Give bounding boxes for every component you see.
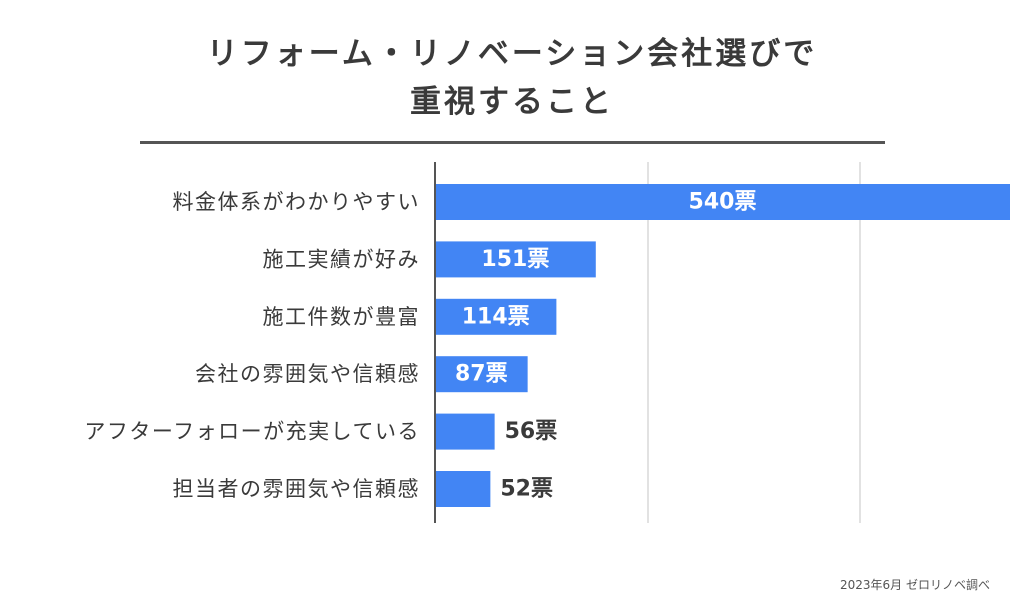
- value-label-4: 87票: [455, 362, 508, 387]
- value-label-1: 540票: [689, 190, 757, 215]
- chart-title-line-1: リフォーム・リノベーション会社選びで: [206, 36, 818, 72]
- value-label-5: 56票: [505, 419, 558, 444]
- category-label-2: 施工実績が好み: [263, 247, 421, 271]
- value-label-2: 151票: [481, 247, 549, 272]
- value-label-3: 114票: [462, 304, 530, 329]
- category-labels-group: 料金体系がわかりやすい施工実績が好み施工件数が豊富会社の雰囲気や信頼感アフターフ…: [84, 190, 421, 501]
- chart-title: リフォーム・リノベーション会社選びで 重視すること: [0, 30, 1024, 126]
- category-label-6: 担当者の雰囲気や信頼感: [173, 477, 421, 501]
- bar-6: [435, 471, 491, 507]
- value-label-6: 52票: [500, 477, 553, 502]
- bars-group: 540票 151票 114票 87票 56票 52票: [435, 184, 1010, 507]
- title-underline: [140, 141, 885, 144]
- category-label-1: 料金体系がわかりやすい: [173, 190, 421, 214]
- chart-title-line-2: 重視すること: [410, 84, 614, 120]
- source-footnote: 2023年6月 ゼロリノベ調べ: [840, 578, 990, 592]
- bar-4: [435, 356, 528, 393]
- bar-3: [435, 298, 557, 335]
- bar-1: [435, 184, 1010, 220]
- category-label-5: アフターフォローが充実している: [84, 420, 420, 444]
- bar-2: [435, 241, 596, 278]
- bar-5: [435, 413, 495, 450]
- category-label-3: 施工件数が豊富: [263, 305, 421, 329]
- grid-lines: [647, 162, 861, 523]
- category-label-4: 会社の雰囲気や信頼感: [195, 362, 420, 386]
